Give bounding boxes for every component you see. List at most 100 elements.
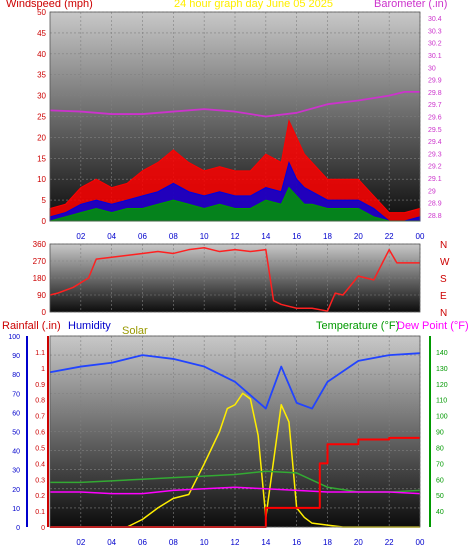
direction-panel-frame <box>49 243 421 313</box>
temp-y-tick-140: 140 <box>436 350 448 357</box>
baro-y-tick-30.4: 30.4 <box>428 16 442 23</box>
temp-y-tick-130: 130 <box>436 366 448 373</box>
solar-line <box>50 392 420 528</box>
baro-y-tick-30.2: 30.2 <box>428 41 442 48</box>
climate-x-tick-08: 08 <box>169 538 178 547</box>
baro-y-tick-29.7: 29.7 <box>428 102 442 109</box>
wind-x-tick-10: 10 <box>200 232 209 241</box>
direction-y-tick-180: 180 <box>33 274 47 283</box>
wind-x-tick-02: 02 <box>76 232 85 241</box>
rain-y-tick-0.9: 0.9 <box>35 382 45 389</box>
dewpoint-axis-title: Dew Point (°F) <box>397 320 469 332</box>
climate-x-tick-04: 04 <box>107 538 116 547</box>
humidity-y-tick-70: 70 <box>12 391 20 398</box>
rain-y-tick-0.5: 0.5 <box>35 445 45 452</box>
wind-x-tick-04: 04 <box>107 232 116 241</box>
direction-compass-E-3: E <box>440 291 447 302</box>
wind-x-tick-12: 12 <box>231 232 240 241</box>
baro-y-tick-29.5: 29.5 <box>428 127 442 134</box>
humidity-y-tick-80: 80 <box>12 372 20 379</box>
humidity-y-tick-60: 60 <box>12 410 20 417</box>
humidity-y-tick-90: 90 <box>12 353 20 360</box>
temp-y-tick-50: 50 <box>436 493 444 500</box>
humidity-y-tick-40: 40 <box>12 449 20 456</box>
wind-y-tick-20: 20 <box>37 133 46 142</box>
direction-y-tick-90: 90 <box>37 291 46 300</box>
baro-y-tick-29.6: 29.6 <box>428 115 442 122</box>
rain-y-tick-1.1: 1.1 <box>35 350 45 357</box>
humidity-axis-title: Humidity <box>68 320 111 332</box>
solar-axis-title: Solar <box>122 325 148 337</box>
baro-y-tick-30: 30 <box>428 65 436 72</box>
wind-x-tick-06: 06 <box>138 232 147 241</box>
climate-panel-frame <box>49 335 421 528</box>
wind-y-tick-40: 40 <box>37 50 46 59</box>
direction-y-tick-270: 270 <box>33 257 47 266</box>
wind-x-tick-18: 18 <box>323 232 332 241</box>
rain-y-tick-0.7: 0.7 <box>35 414 45 421</box>
wind-y-tick-15: 15 <box>37 154 46 163</box>
baro-y-tick-29.4: 29.4 <box>428 139 442 146</box>
climate-x-tick-00: 00 <box>416 538 425 547</box>
wind-x-tick-14: 14 <box>261 232 270 241</box>
baro-y-tick-28.9: 28.9 <box>428 201 442 208</box>
climate-x-tick-12: 12 <box>231 538 240 547</box>
baro-y-tick-28.8: 28.8 <box>428 213 442 220</box>
rain-y-tick-1: 1 <box>41 366 45 373</box>
temp-y-tick-70: 70 <box>436 461 444 468</box>
rain-y-tick-0.8: 0.8 <box>35 398 45 405</box>
climate-x-tick-10: 10 <box>200 538 209 547</box>
baro-y-tick-29.3: 29.3 <box>428 151 442 158</box>
direction-compass-N-4: N <box>440 308 447 319</box>
direction-compass-S-2: S <box>440 274 447 285</box>
temp-y-tick-60: 60 <box>436 477 444 484</box>
climate-x-tick-22: 22 <box>385 538 394 547</box>
wind-y-tick-35: 35 <box>37 71 46 80</box>
direction-compass-N-0: N <box>440 240 447 251</box>
climate-x-tick-14: 14 <box>261 538 270 547</box>
baro-y-tick-29.9: 29.9 <box>428 78 442 85</box>
wind-y-tick-25: 25 <box>37 113 46 122</box>
wind-x-tick-22: 22 <box>385 232 394 241</box>
baro-y-tick-30.1: 30.1 <box>428 53 442 60</box>
rain-y-tick-0.6: 0.6 <box>35 430 45 437</box>
climate-x-tick-06: 06 <box>138 538 147 547</box>
graph-title: 24 hour graph day June 05 2025 <box>174 0 334 10</box>
windspeed-axis-title: Windspeed (mph) <box>6 0 93 10</box>
humidity-y-tick-30: 30 <box>12 468 20 475</box>
climate-x-tick-20: 20 <box>354 538 363 547</box>
direction-y-tick-360: 360 <box>33 240 47 249</box>
barometer-line <box>49 91 420 118</box>
direction-compass-W-1: W <box>440 257 450 268</box>
baro-y-tick-29.8: 29.8 <box>428 90 442 97</box>
temperature-axis-title: Temperature (°F) <box>316 320 400 332</box>
wind-y-tick-50: 50 <box>37 8 46 17</box>
rain-y-tick-0.1: 0.1 <box>35 509 45 516</box>
temp-y-tick-90: 90 <box>436 430 444 437</box>
rainfall-line <box>50 436 420 528</box>
wind-y-tick-10: 10 <box>37 175 46 184</box>
wind-y-tick-0: 0 <box>42 217 47 226</box>
wind-panel-frame <box>49 11 421 222</box>
humidity-y-tick-10: 10 <box>12 506 20 513</box>
barometer-axis-title: Barometer (.in) <box>374 0 448 10</box>
wind-x-tick-16: 16 <box>292 232 301 241</box>
wind-series-average <box>49 161 421 222</box>
dewpoint-line <box>50 486 421 495</box>
direction-line <box>49 247 420 312</box>
rainfall-axis-title: Rainfall (.in) <box>2 320 61 332</box>
wind-y-tick-30: 30 <box>37 92 46 101</box>
climate-x-tick-02: 02 <box>76 538 85 547</box>
temp-y-tick-80: 80 <box>436 445 444 452</box>
wind-x-tick-00: 00 <box>416 232 425 241</box>
rain-y-tick-0.4: 0.4 <box>35 461 45 468</box>
wind-y-tick-45: 45 <box>37 29 46 38</box>
humidity-y-tick-20: 20 <box>12 487 20 494</box>
climate-x-tick-16: 16 <box>292 538 301 547</box>
humidity-line <box>49 352 421 410</box>
humidity-y-tick-0: 0 <box>16 525 20 532</box>
climate-x-tick-18: 18 <box>323 538 332 547</box>
wind-x-tick-20: 20 <box>354 232 363 241</box>
wind-series-low <box>49 186 420 222</box>
